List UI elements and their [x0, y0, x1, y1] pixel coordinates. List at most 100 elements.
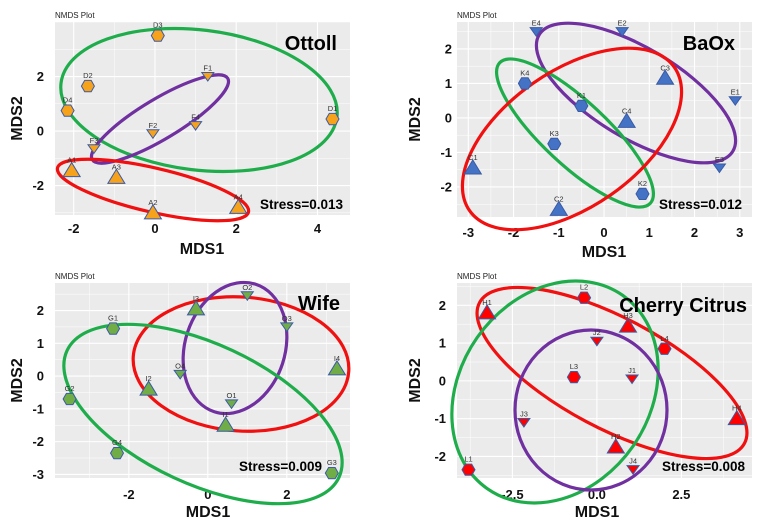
data-point-O4 [173, 369, 188, 380]
data-point-L4 [657, 342, 672, 355]
point-label: J4 [629, 457, 637, 466]
data-point-C1 [463, 159, 483, 175]
point-label: A3 [112, 162, 121, 171]
x-tick-label: -2 [68, 221, 80, 236]
data-point-F4 [188, 121, 203, 131]
data-point-G1 [106, 322, 121, 335]
point-label: D1 [328, 104, 338, 113]
point-label: J1 [628, 366, 636, 375]
data-point-C4 [617, 112, 637, 128]
y-tick-label: -2 [440, 179, 452, 194]
data-point-A2 [143, 203, 163, 220]
y-tick-label: -1 [434, 411, 446, 426]
y-tick-label: 1 [445, 76, 452, 91]
data-point-E2 [615, 27, 630, 38]
panel-title: Cherry Citrus [619, 295, 747, 317]
x-tick-label: 1 [646, 225, 653, 240]
point-label: E3 [715, 155, 724, 164]
data-point-I2 [139, 380, 158, 396]
group-ellipse-J [513, 328, 669, 492]
data-point-G2 [62, 392, 77, 406]
data-point-E1 [728, 96, 743, 107]
y-tick-label: -2 [32, 434, 44, 449]
x-tick-label: 0 [204, 487, 211, 502]
group-ellipse-A [55, 157, 251, 223]
point-label: D4 [63, 96, 73, 105]
y-tick-label: -2 [32, 178, 44, 193]
data-point-H1 [477, 303, 497, 320]
data-point-J3 [516, 417, 531, 428]
point-label: A4 [234, 192, 243, 201]
nmds-panel-2: NMDS Plot -3 -2 -1 0 1 2 3 -2 -1 0 1 2 MDS1 MDS2 E4 E2 K4… [407, 11, 752, 261]
nmds-panel-1: NMDS Plot -2 0 2 4 -2 0 2 MDS1 MDS2 D3 D2 D4 D1 F1 F4 F2… [9, 11, 350, 258]
data-point-D4 [60, 104, 75, 117]
x-axis-label: MDS1 [575, 504, 620, 521]
y-tick-label: 2 [37, 69, 44, 84]
group-ellipse-C [460, 46, 684, 232]
point-label: K1 [577, 91, 586, 100]
point-label: O3 [282, 314, 292, 323]
data-point-I1 [216, 416, 235, 432]
data-point-H2 [606, 438, 626, 454]
stress-value: Stress=0.008 [662, 459, 745, 474]
x-tick-label: -3 [463, 225, 475, 240]
data-point-F2 [145, 129, 160, 140]
data-point-D1 [325, 112, 340, 126]
data-point-C3 [655, 69, 675, 85]
point-label: J2 [593, 328, 601, 337]
point-label: F4 [191, 113, 200, 122]
data-point-K1 [574, 99, 589, 112]
data-point-J2 [589, 336, 604, 347]
point-label: H3 [623, 311, 633, 320]
plot-caption: NMDS Plot [55, 272, 95, 281]
point-label: O2 [242, 283, 252, 292]
stress-value: Stress=0.009 [239, 459, 322, 474]
data-point-K3 [547, 137, 562, 150]
data-point-K2 [635, 187, 650, 200]
point-label: C2 [554, 194, 564, 203]
panel-title: BaOx [683, 33, 735, 55]
x-axis-label: MDS1 [582, 244, 627, 261]
x-axis-label: MDS1 [180, 241, 225, 258]
point-label: F1 [203, 64, 212, 73]
y-axis-label: MDS2 [407, 358, 424, 403]
point-label: G2 [65, 384, 75, 393]
x-tick-label: 0 [600, 225, 607, 240]
y-axis-label: MDS2 [407, 97, 424, 142]
data-point-G3 [324, 467, 339, 480]
data-point-H4 [727, 409, 747, 426]
point-label: K2 [638, 179, 647, 188]
y-tick-label: 0 [445, 110, 452, 125]
point-label: C4 [622, 106, 632, 115]
group-ellipse-G [62, 322, 344, 506]
x-tick-label: 0 [151, 221, 158, 236]
point-label: G3 [327, 458, 337, 467]
x-tick-label: 3 [736, 225, 743, 240]
y-tick-label: 2 [439, 298, 446, 313]
stress-value: Stress=0.013 [260, 197, 343, 212]
y-tick-label: -2 [434, 449, 446, 464]
point-label: F2 [149, 121, 158, 130]
data-point-A4 [228, 198, 248, 214]
data-point-E3 [712, 163, 727, 174]
plot-caption: NMDS Plot [457, 11, 497, 20]
point-label: D3 [153, 21, 163, 30]
group-ellipse-L [450, 279, 660, 505]
point-label: C1 [468, 153, 478, 162]
point-label: A1 [67, 156, 76, 165]
data-point-J1 [625, 374, 640, 385]
point-label: E1 [731, 88, 740, 97]
point-label: H4 [732, 404, 742, 413]
point-label: E2 [618, 19, 627, 28]
point-label: K4 [520, 68, 529, 77]
data-point-H3 [618, 317, 638, 333]
point-label: I1 [222, 410, 228, 419]
data-point-G4 [109, 447, 125, 460]
data-point-I3 [186, 299, 206, 316]
point-label: K3 [550, 129, 559, 138]
data-point-L3 [566, 371, 581, 384]
point-label: C3 [660, 63, 670, 72]
point-label: I3 [193, 294, 199, 303]
point-label: D2 [83, 71, 93, 80]
x-axis-label: MDS1 [186, 504, 231, 521]
